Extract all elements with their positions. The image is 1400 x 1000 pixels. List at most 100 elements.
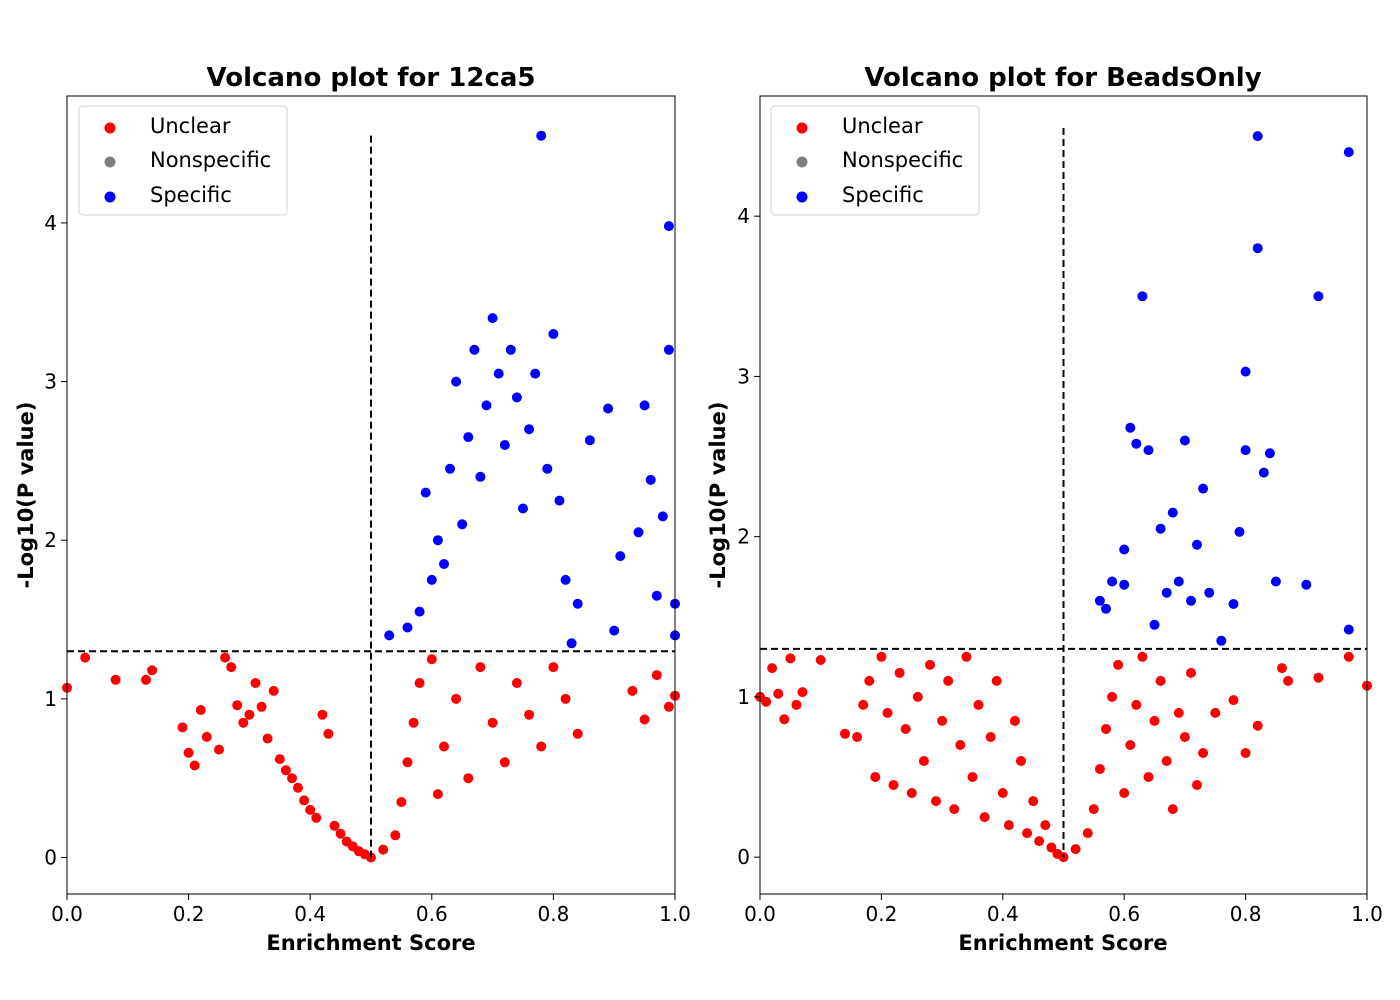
legend-marker-nonspecific xyxy=(796,156,808,168)
point-specific xyxy=(511,392,522,403)
point-unclear xyxy=(918,756,929,766)
point-unclear xyxy=(147,665,158,676)
x-tick-label: 0.4 xyxy=(294,902,326,926)
y-tick-label: 2 xyxy=(737,525,750,549)
point-unclear xyxy=(1173,707,1184,718)
y-tick-label: 4 xyxy=(44,211,57,235)
x-tick-label: 0.4 xyxy=(987,902,1019,926)
point-specific xyxy=(1228,599,1239,609)
point-unclear xyxy=(378,844,389,855)
point-specific xyxy=(1149,619,1160,630)
y-tick-label: 2 xyxy=(44,528,57,552)
point-unclear xyxy=(876,651,887,662)
point-specific xyxy=(1143,445,1154,456)
point-unclear xyxy=(663,701,674,712)
legend: Unclear Nonspecific Specific xyxy=(770,105,980,216)
point-unclear xyxy=(1070,844,1081,855)
data-points xyxy=(755,131,1372,863)
point-unclear xyxy=(1161,756,1172,766)
point-unclear xyxy=(548,662,559,673)
point-unclear xyxy=(1192,780,1202,790)
x-tick-label: 0.2 xyxy=(865,902,897,926)
point-unclear xyxy=(888,780,899,790)
point-unclear xyxy=(894,667,905,678)
chart-title: Volcano plot for BeadsOnly xyxy=(864,63,1261,93)
point-unclear xyxy=(1252,720,1263,731)
point-unclear xyxy=(268,685,279,696)
point-unclear xyxy=(1137,651,1148,662)
point-unclear xyxy=(1283,675,1294,686)
point-unclear xyxy=(1040,820,1051,831)
point-unclear xyxy=(639,714,650,725)
point-unclear xyxy=(967,772,978,782)
legend-marker-specific xyxy=(104,191,116,203)
point-unclear xyxy=(402,757,413,768)
point-unclear xyxy=(426,654,437,665)
point-unclear xyxy=(1155,675,1166,686)
point-unclear xyxy=(560,693,571,704)
point-specific xyxy=(560,574,571,585)
point-unclear xyxy=(536,741,547,752)
point-unclear xyxy=(244,709,255,720)
point-specific xyxy=(524,424,535,435)
point-unclear xyxy=(1179,732,1190,742)
point-unclear xyxy=(773,688,784,699)
point-specific xyxy=(542,463,553,474)
point-specific xyxy=(663,344,674,355)
point-specific xyxy=(633,527,644,538)
point-specific xyxy=(487,313,498,324)
point-specific xyxy=(1101,603,1111,614)
point-specific xyxy=(451,376,462,387)
point-unclear xyxy=(524,709,535,720)
x-axis-label: Enrichment Score xyxy=(958,931,1167,955)
legend-label-specific: Specific xyxy=(150,183,232,207)
point-unclear xyxy=(779,714,790,725)
legend-marker-unclear xyxy=(104,122,116,134)
point-specific xyxy=(554,495,565,506)
point-specific xyxy=(1216,635,1227,646)
volcano-plot-12ca5: Volcano plot for 12ca5 0.0 0.2 0.4 0.6 0.8 1.… xyxy=(14,63,691,955)
point-specific xyxy=(1258,467,1269,478)
point-unclear xyxy=(335,828,346,839)
point-unclear xyxy=(997,788,1008,798)
point-unclear xyxy=(900,724,911,734)
point-unclear xyxy=(1198,748,1209,758)
point-unclear xyxy=(293,782,303,793)
point-specific xyxy=(518,503,528,514)
axis-ticks: 0.0 0.2 0.4 0.6 0.8 1.0 0 1 2 3 4 xyxy=(44,211,691,926)
point-unclear xyxy=(1028,796,1039,807)
point-unclear xyxy=(870,772,881,782)
point-specific xyxy=(1240,366,1251,377)
point-specific xyxy=(1131,438,1142,449)
point-specific xyxy=(1270,576,1281,587)
legend: Unclear Nonspecific Specific xyxy=(78,105,288,216)
point-unclear xyxy=(317,709,328,720)
point-specific xyxy=(639,400,650,411)
point-unclear xyxy=(761,696,772,707)
point-specific xyxy=(1119,579,1130,590)
y-tick-label: 4 xyxy=(737,204,750,228)
point-unclear xyxy=(627,685,638,696)
point-unclear xyxy=(256,701,267,712)
point-unclear xyxy=(80,652,91,663)
point-unclear xyxy=(232,700,243,711)
point-unclear xyxy=(864,675,875,686)
point-unclear xyxy=(852,732,863,742)
point-specific xyxy=(1119,544,1130,555)
point-unclear xyxy=(183,747,194,758)
point-specific xyxy=(426,574,437,585)
plot-frame xyxy=(759,95,1368,895)
y-tick-label: 3 xyxy=(44,370,57,394)
point-unclear xyxy=(1119,788,1130,798)
point-unclear xyxy=(299,795,310,806)
point-unclear xyxy=(1009,715,1020,726)
point-unclear xyxy=(511,678,522,688)
point-unclear xyxy=(1113,659,1124,670)
point-unclear xyxy=(1101,724,1111,734)
point-specific xyxy=(1137,291,1148,302)
y-axis-label: -Log10(P value) xyxy=(14,402,38,589)
point-unclear xyxy=(797,687,808,698)
point-unclear xyxy=(572,728,583,739)
point-unclear xyxy=(1277,663,1287,674)
